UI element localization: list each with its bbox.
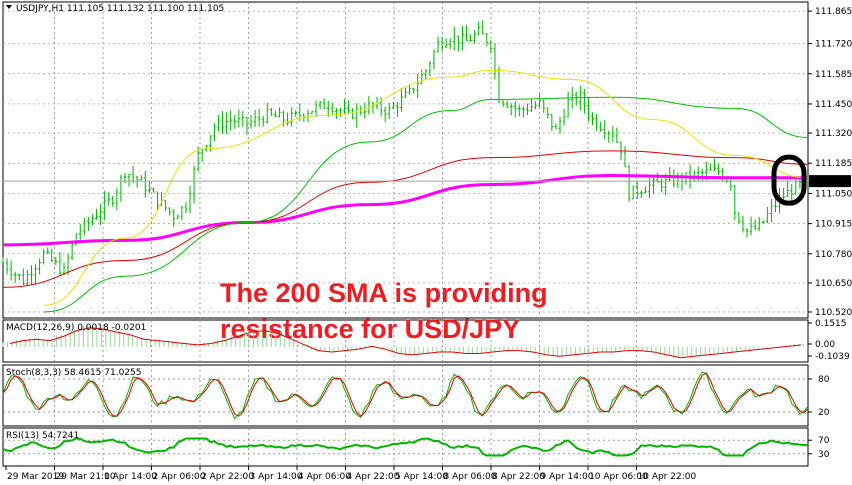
macd-label: MACD(12,26,9) 0.0018 -0.0201	[6, 323, 146, 333]
price-tick-label: 111.050	[815, 189, 852, 199]
rsi-panel	[2, 427, 809, 467]
time-tick-label: 5 Apr 14:00	[395, 472, 448, 482]
time-tick-label: 4 Apr 22:00	[347, 472, 400, 482]
main-panel	[2, 1, 809, 319]
time-tick-label: 3 Apr 14:00	[250, 472, 303, 482]
price-tick-label: 111.720	[815, 40, 852, 50]
stoch-tick-label: 80	[818, 375, 830, 385]
rsi-label: RSI(13) 54.7241	[6, 431, 79, 441]
stoch-label: Stoch(8,3,3) 58.4615 71.0255	[6, 368, 141, 378]
price-tick-label: 110.915	[815, 220, 852, 230]
stoch-panel	[2, 364, 809, 427]
sma-200-line	[2, 174, 808, 247]
time-tick-label: 8 Apr 06:00	[444, 472, 497, 482]
macd-tick-label: 0.00	[815, 340, 835, 350]
moving-average-line	[2, 150, 809, 288]
time-tick-label: 29 Mar 2019	[7, 472, 64, 482]
macd-tick-label: -0.1039	[815, 352, 850, 362]
chart-title: USDJPY,H1 111.105 111.132 111.100 111.10…	[16, 4, 224, 14]
macd-tick-label: 0.1515	[815, 319, 847, 329]
moving-average-line	[43, 69, 809, 306]
rsi-tick-label: 30	[818, 450, 830, 460]
rsi-tick-label: 70	[818, 436, 830, 446]
time-tick-label: 10 Apr 22:00	[638, 472, 697, 482]
current-price-label: 111.105	[814, 178, 851, 188]
price-tick-label: 110.520	[815, 308, 852, 318]
price-tick-label: 111.585	[815, 70, 852, 80]
price-tick-label: 111.185	[815, 159, 852, 169]
time-tick-label: 2 Apr 22:00	[201, 472, 254, 482]
price-tick-label: 110.780	[815, 250, 852, 260]
time-tick-label: 2 Apr 06:00	[153, 472, 206, 482]
price-tick-label: 111.320	[815, 129, 852, 139]
annotation-line-1: The 200 SMA is providing	[220, 278, 548, 308]
time-tick-label: 29 Mar 21:00	[56, 472, 116, 482]
price-tick-label: 110.650	[815, 279, 852, 289]
moving-average-line	[43, 96, 809, 313]
stoch-tick-label: 20	[818, 408, 830, 418]
time-tick-label: 8 Apr 22:00	[492, 472, 545, 482]
price-tick-label: 111.865	[815, 7, 852, 17]
title-dropdown-icon	[6, 5, 12, 9]
current-price-box	[809, 175, 851, 188]
highlight-circle	[771, 154, 807, 206]
time-tick-label: 1 Apr 14:00	[104, 472, 157, 482]
macd-signal-line	[9, 327, 802, 359]
time-tick-label: 4 Apr 06:00	[298, 472, 351, 482]
annotation-line-2: resistance for USD/JPY	[220, 314, 520, 344]
price-tick-label: 111.450	[815, 100, 852, 110]
rsi-line	[2, 437, 809, 457]
time-tick-label: 9 Apr 14:00	[541, 472, 594, 482]
time-tick-label: 10 Apr 06:00	[589, 472, 648, 482]
stoch-signal-line	[2, 372, 809, 417]
